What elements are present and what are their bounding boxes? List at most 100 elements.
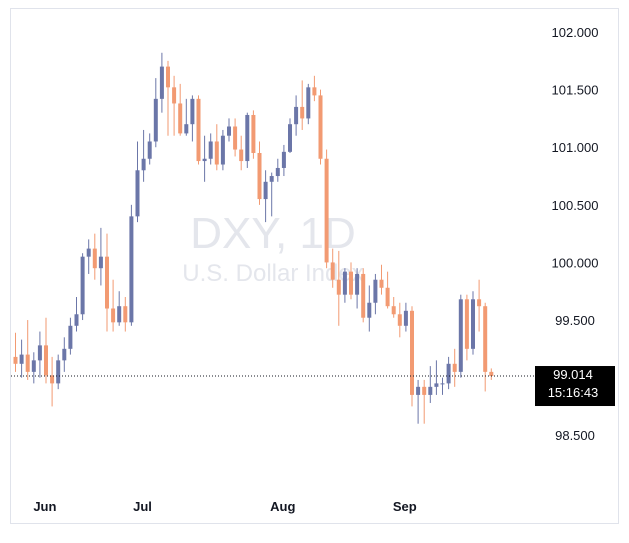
price-tick-label: 99.500 — [555, 313, 595, 328]
candle-down[interactable] — [239, 149, 244, 162]
candle-down[interactable] — [349, 271, 353, 295]
candle-up[interactable] — [373, 279, 378, 303]
watermark: DXY, 1D U.S. Dollar Index — [182, 209, 363, 287]
candle-down[interactable] — [178, 103, 183, 134]
candle-up[interactable] — [37, 345, 42, 361]
candle-down[interactable] — [361, 273, 366, 318]
candle-up[interactable] — [263, 181, 268, 200]
price-tick-label: 101.000 — [552, 140, 599, 155]
candle-up[interactable] — [56, 360, 61, 384]
candle-up[interactable] — [135, 170, 140, 217]
candle-down[interactable] — [330, 262, 335, 280]
candle-up[interactable] — [275, 167, 280, 177]
candle-down[interactable] — [105, 256, 109, 309]
candle-up[interactable] — [367, 302, 372, 318]
candle-down[interactable] — [318, 95, 323, 159]
candle-down[interactable] — [336, 279, 341, 295]
candle-down[interactable] — [50, 375, 55, 384]
candle-up[interactable] — [458, 299, 463, 372]
candle-up[interactable] — [141, 158, 146, 171]
last-price-value: 99.014 — [553, 367, 593, 382]
candle-up[interactable] — [31, 360, 36, 372]
candle-down[interactable] — [483, 306, 488, 372]
candle-down[interactable] — [379, 279, 384, 288]
candle-down[interactable] — [422, 386, 427, 395]
candle-up[interactable] — [281, 151, 286, 168]
candle-down[interactable] — [300, 106, 305, 119]
candle-up[interactable] — [446, 363, 451, 384]
candle-up[interactable] — [355, 273, 360, 295]
candle-up[interactable] — [190, 98, 195, 125]
price-tick-label: 101.500 — [552, 83, 599, 98]
time-tick-label: Sep — [393, 499, 417, 514]
candle-up[interactable] — [434, 383, 439, 387]
candle-down[interactable] — [172, 87, 177, 104]
candle-down[interactable] — [410, 310, 414, 395]
candle-down[interactable] — [489, 371, 494, 377]
candle-up[interactable] — [86, 248, 91, 257]
candle-up[interactable] — [202, 158, 207, 162]
candle-up[interactable] — [153, 98, 158, 142]
watermark-title: DXY, 1D — [190, 209, 356, 258]
candle-up[interactable] — [416, 386, 421, 395]
candle-up[interactable] — [294, 106, 299, 125]
candle-up[interactable] — [269, 176, 274, 182]
candle-up[interactable] — [129, 216, 134, 323]
chart-frame: DXY, 1D U.S. Dollar Index 102.000 101.500… — [10, 8, 619, 524]
candle-up[interactable] — [74, 314, 79, 326]
watermark-subtitle: U.S. Dollar Index — [182, 260, 363, 287]
candle-up[interactable] — [159, 66, 164, 99]
price-tick-label: 100.000 — [552, 255, 599, 270]
candle-up[interactable] — [184, 124, 189, 134]
time-axis[interactable]: Jun Jul Aug Sep — [33, 499, 416, 514]
candle-up[interactable] — [306, 87, 311, 119]
candle-up[interactable] — [403, 310, 408, 326]
candle-up[interactable] — [288, 124, 292, 152]
candle-down[interactable] — [92, 248, 97, 269]
last-price-tag-background — [535, 366, 615, 407]
candle-up[interactable] — [147, 141, 152, 159]
candle-down[interactable] — [25, 354, 30, 372]
candlestick-chart[interactable]: DXY, 1D U.S. Dollar Index 102.000 101.500… — [11, 9, 618, 523]
candle-up[interactable] — [19, 354, 24, 364]
candle-down[interactable] — [391, 306, 396, 315]
candle-down[interactable] — [452, 363, 457, 372]
candle-down[interactable] — [44, 345, 48, 376]
candle-up[interactable] — [440, 383, 445, 385]
price-tick-label: 102.000 — [552, 25, 599, 40]
candle-up[interactable] — [342, 271, 347, 295]
candle-up[interactable] — [471, 299, 475, 349]
candle-up[interactable] — [68, 325, 73, 349]
candle-down[interactable] — [312, 87, 317, 96]
candle-down[interactable] — [324, 158, 329, 263]
time-tick-label: Aug — [270, 499, 295, 514]
candle-up[interactable] — [80, 256, 85, 315]
candle-down[interactable] — [257, 152, 262, 200]
candle-down[interactable] — [196, 98, 201, 162]
candle-down[interactable] — [464, 299, 469, 349]
candle-up[interactable] — [62, 348, 67, 361]
candle-up[interactable] — [245, 114, 250, 162]
candle-up[interactable] — [428, 386, 433, 395]
bar-countdown: 15:16:43 — [548, 385, 599, 400]
candle-down[interactable] — [13, 356, 18, 364]
candle-down[interactable] — [251, 114, 256, 153]
candle-up[interactable] — [117, 306, 122, 323]
candle-down[interactable] — [477, 299, 482, 307]
candle-down[interactable] — [233, 126, 238, 150]
candle-up[interactable] — [227, 126, 231, 136]
candle-down[interactable] — [123, 306, 128, 323]
candles-layer — [13, 52, 494, 424]
candle-down[interactable] — [214, 141, 219, 165]
candle-up[interactable] — [98, 256, 103, 269]
candle-down[interactable] — [111, 308, 116, 323]
candle-down[interactable] — [385, 287, 390, 307]
time-tick-label: Jul — [133, 499, 152, 514]
price-axis[interactable]: 102.000 101.500 101.000 100.500 100.000 99.50… — [552, 25, 599, 443]
price-tick-label: 98.500 — [555, 428, 595, 443]
candle-up[interactable] — [208, 141, 213, 159]
candle-down[interactable] — [166, 66, 170, 88]
last-price-tag: 99.014 15:16:43 — [535, 366, 615, 407]
candle-down[interactable] — [397, 314, 402, 326]
candle-up[interactable] — [220, 135, 225, 165]
